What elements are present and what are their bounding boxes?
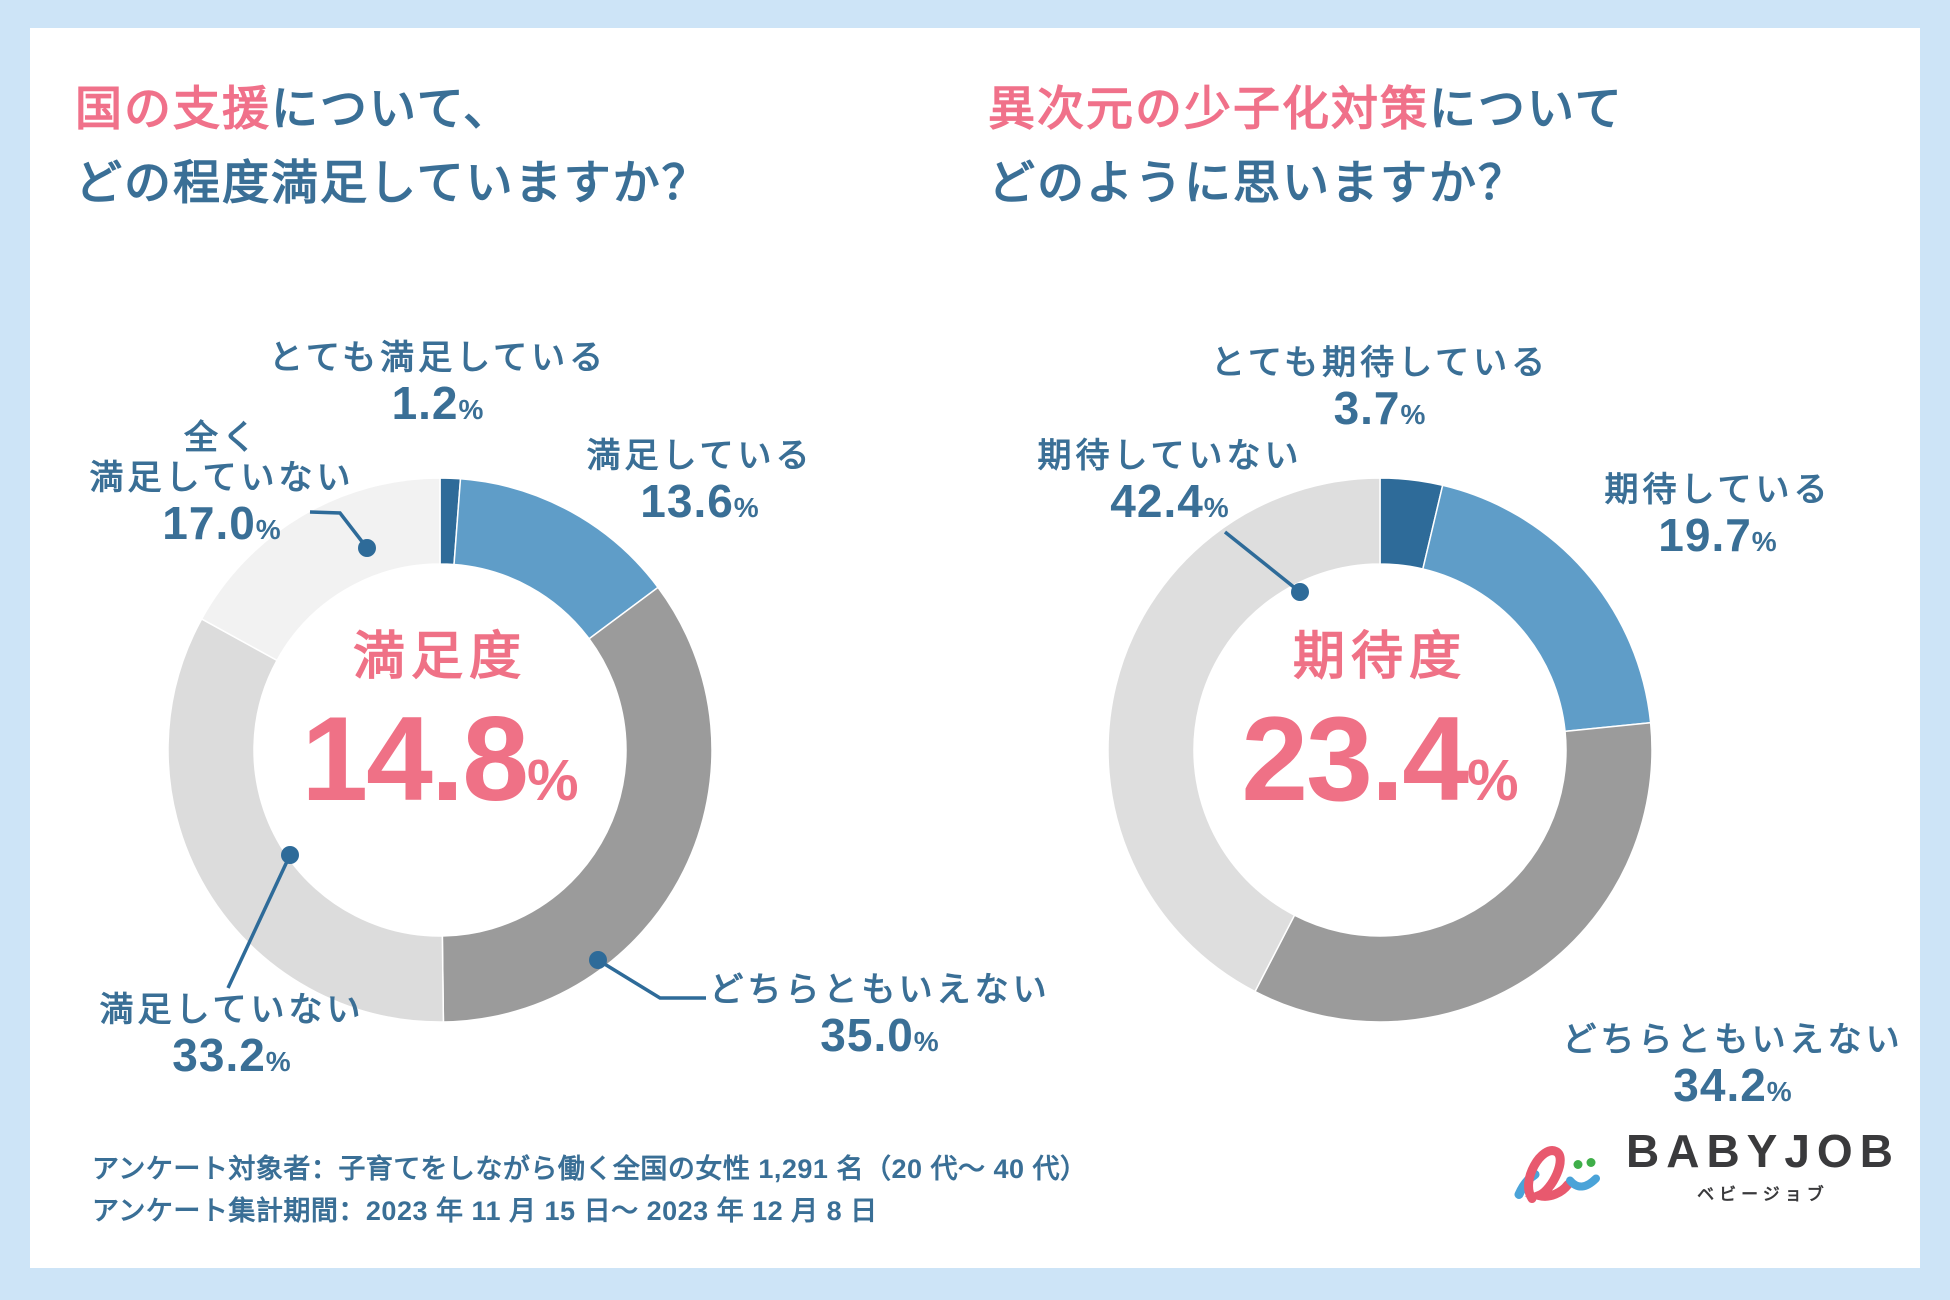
babyjob-logo: BABYJOB ベビージョブ — [1512, 1118, 1900, 1213]
leader-dot-33 — [281, 846, 299, 864]
survey-note-respondents: アンケート対象者：子育てをしながら働く全国の女性 1,291 名（20 代～ 4… — [92, 1154, 1088, 1184]
logo-green-dot — [1586, 1158, 1596, 1167]
left-title-highlight: 国の支援 — [75, 82, 271, 135]
satisfaction-donut — [167, 477, 713, 1023]
leader-dot-42 — [1291, 583, 1309, 601]
right-title-rest: について — [1429, 82, 1624, 135]
label-manzoku-shiteinai: 満足していない 33.2% — [99, 991, 365, 1081]
babyjob-logo-icon — [1514, 1146, 1600, 1203]
survey-notes: アンケート対象者：子育てをしながら働く全国の女性 1,291 名（20 代～ 4… — [92, 1148, 1088, 1232]
leader-lines — [226, 510, 1309, 1000]
satisfaction-center-label: 満足度 — [352, 628, 528, 686]
right-title-line2: どのように思いますか？ — [988, 156, 1527, 209]
expectation-center-label: 期待度 — [1292, 628, 1468, 686]
expectation-center-value: 23.4% — [1241, 692, 1519, 826]
donut-segment — [167, 617, 445, 1023]
left-title-rest: について、 — [271, 82, 513, 135]
percent-sign: % — [1466, 748, 1519, 813]
donut-segment — [441, 586, 713, 1023]
leader-line-33 — [226, 854, 292, 989]
satisfaction-center-value: 14.8% — [301, 692, 579, 826]
leader-line-42 — [1223, 530, 1302, 594]
leader-dot-17 — [358, 539, 376, 557]
label-totemo-manzoku: とても満足している 1.2% — [268, 339, 608, 429]
logo-red-loop — [1524, 1146, 1573, 1203]
label-dochira-left: どちらともいえない 35.0% — [709, 971, 1051, 1061]
expectation-donut — [1107, 477, 1653, 1023]
label-manzoku: 満足している 13.6% — [586, 437, 814, 527]
label-kitai: 期待している 19.7% — [1604, 471, 1832, 561]
babyjob-brand-subtitle: ベビージョブ — [1697, 1185, 1829, 1204]
donut-segment — [1253, 721, 1653, 1023]
right-chart-title: 異次元の少子化対策について どのように思いますか？ — [988, 72, 1624, 220]
right-title-line1: 異次元の少子化対策について — [988, 72, 1624, 146]
satisfaction-center-text: 満足度 14.8% — [301, 628, 578, 840]
label-mattaku-manzoku-shiteinai: 全く 満足していない 17.0% — [89, 419, 355, 549]
donut-segment — [200, 477, 441, 662]
left-title-line1: 国の支援について、 — [75, 72, 711, 146]
survey-note-period: アンケート集計期間：2023 年 11 月 15 日～ 2023 年 12 月 … — [92, 1196, 878, 1226]
label-dochira-right: どちらともいえない 34.2% — [1562, 1021, 1904, 1111]
babyjob-brand-text: BABYJOB — [1626, 1125, 1900, 1177]
left-title-line2: どの程度満足していますか？ — [75, 156, 711, 209]
logo-green-dot — [1573, 1160, 1583, 1169]
expectation-center-text: 期待度 23.4% — [1241, 628, 1518, 840]
percent-sign: % — [526, 748, 579, 813]
logo-blue-smile — [1566, 1174, 1600, 1191]
label-totemo-kitai: とても期待している 3.7% — [1210, 344, 1550, 434]
donut-segment — [1107, 477, 1381, 993]
left-chart-title: 国の支援について、 どの程度満足していますか？ — [75, 72, 711, 220]
label-kitai-shiteinai: 期待していない 42.4% — [1037, 437, 1303, 527]
babyjob-wordmark: BABYJOB ベビージョブ — [1626, 1126, 1900, 1205]
leader-line-35 — [597, 958, 706, 1000]
right-title-highlight: 異次元の少子化対策 — [988, 82, 1429, 135]
leader-line-17 — [309, 510, 369, 550]
leader-dot-35 — [589, 951, 607, 969]
